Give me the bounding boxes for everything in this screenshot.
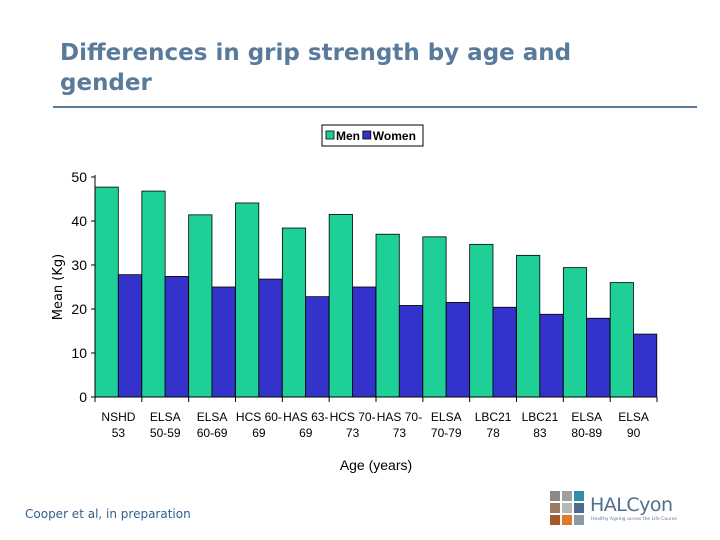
bar-women xyxy=(211,286,236,398)
x-tick-label: ELSA xyxy=(618,410,649,424)
bar-men xyxy=(328,213,353,398)
bar-women xyxy=(352,286,377,398)
bar-men xyxy=(562,267,588,398)
x-tick-label: ELSA xyxy=(571,410,602,424)
slide-title: Differences in grip strength by age and … xyxy=(60,40,572,96)
logo-tile xyxy=(562,491,572,501)
bar-men xyxy=(235,202,260,398)
bar-women xyxy=(305,296,330,398)
x-tick-label: 80-89 xyxy=(571,426,602,440)
logo-tile xyxy=(574,503,584,513)
x-tick-label: 90 xyxy=(627,426,641,440)
title-divider xyxy=(53,106,697,108)
legend-label-men: Men xyxy=(336,129,360,143)
legend-box xyxy=(321,124,424,147)
y-tick-label: 40 xyxy=(71,213,87,229)
x-tick-label: ELSA xyxy=(431,410,462,424)
bar-men xyxy=(281,227,307,398)
bar-women xyxy=(539,313,564,398)
bar-men xyxy=(188,214,213,398)
legend-swatch-men xyxy=(325,130,335,140)
x-tick-label: 78 xyxy=(486,426,500,440)
bar-women xyxy=(398,305,423,398)
bar-men xyxy=(609,282,634,398)
y-tick-label: 50 xyxy=(71,169,87,185)
x-tick-label: ELSA xyxy=(150,410,181,424)
logo-tile xyxy=(574,515,584,525)
logo-name: HALCyon xyxy=(590,494,673,516)
x-tick-label: 73 xyxy=(346,426,360,440)
bar-men xyxy=(141,190,166,398)
x-axis-title: Age (years) xyxy=(340,457,412,473)
x-tick-label: 70-79 xyxy=(431,426,462,440)
bar-women xyxy=(117,274,143,398)
y-axis-title: Mean (Kg) xyxy=(51,254,66,320)
x-tick-label: NSHD xyxy=(101,410,135,424)
logo-tile xyxy=(574,491,584,501)
x-tick-label: 60-69 xyxy=(197,426,228,440)
logo-tile xyxy=(550,491,560,501)
x-tick-label: HAS 70- xyxy=(377,410,422,424)
citation: Cooper et al, in preparation xyxy=(25,507,191,521)
bar-women xyxy=(164,276,189,398)
logo-tile xyxy=(562,503,572,513)
legend-swatch-women xyxy=(362,130,372,140)
bar-women xyxy=(586,317,611,398)
bar-men xyxy=(422,236,447,398)
logo-tile xyxy=(550,503,560,513)
x-tick-label: LBC21 xyxy=(522,410,559,424)
x-tick-label: HCS 60- xyxy=(236,410,282,424)
bar-women xyxy=(492,306,517,398)
halcyon-logo: HALCyon Healthy Ageing across the Life C… xyxy=(550,491,715,527)
x-tick-label: ELSA xyxy=(197,410,228,424)
bar-men xyxy=(375,233,400,398)
x-tick-label: 83 xyxy=(533,426,547,440)
x-tick-label: 73 xyxy=(393,426,407,440)
x-tick-label: LBC21 xyxy=(475,410,512,424)
y-tick-label: 10 xyxy=(71,345,87,361)
x-tick-label: 69 xyxy=(252,426,266,440)
bar-women xyxy=(445,301,470,398)
y-tick-label: 20 xyxy=(71,301,87,317)
logo-tagline: Healthy Ageing across the Life Course xyxy=(591,517,677,522)
legend-label-women: Women xyxy=(373,129,416,143)
x-tick-label: 50-59 xyxy=(150,426,181,440)
bar-men xyxy=(469,243,494,398)
bar-men xyxy=(516,254,541,398)
bar-women xyxy=(258,278,283,398)
y-tick-label: 0 xyxy=(79,389,87,405)
bar-men xyxy=(94,186,119,398)
logo-tile xyxy=(562,515,572,525)
logo-tile-grid xyxy=(550,491,586,527)
x-tick-label: 53 xyxy=(112,426,126,440)
y-tick-label: 30 xyxy=(71,257,87,273)
x-tick-label: HCS 70- xyxy=(330,410,376,424)
bar-women xyxy=(633,333,658,398)
x-tick-label: HAS 63- xyxy=(283,410,328,424)
x-tick-label: 69 xyxy=(299,426,313,440)
logo-tile xyxy=(550,515,560,525)
